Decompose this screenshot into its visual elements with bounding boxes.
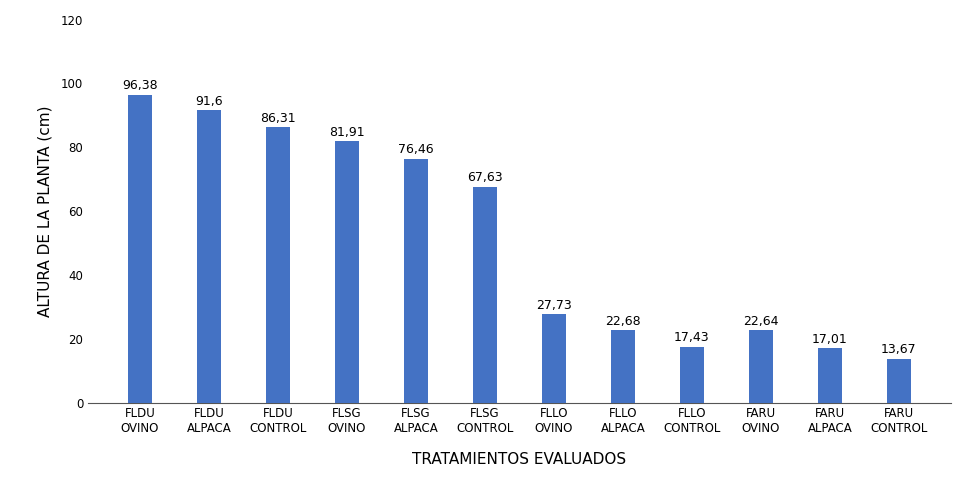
Text: 67,63: 67,63 — [467, 171, 503, 184]
Bar — [127, 95, 152, 403]
Text: 22,68: 22,68 — [605, 315, 641, 327]
Text: 81,91: 81,91 — [329, 126, 365, 138]
Bar — [611, 330, 635, 403]
Text: 76,46: 76,46 — [398, 143, 434, 156]
Bar — [404, 159, 428, 403]
X-axis label: TRATAMIENTOS EVALUADOS: TRATAMIENTOS EVALUADOS — [413, 452, 626, 467]
Y-axis label: ALTURA DE LA PLANTA (cm): ALTURA DE LA PLANTA (cm) — [37, 106, 53, 317]
Bar — [266, 127, 290, 403]
Bar — [542, 314, 566, 403]
Bar — [197, 110, 221, 403]
Bar — [472, 187, 497, 403]
Text: 17,43: 17,43 — [674, 331, 710, 345]
Text: 96,38: 96,38 — [122, 80, 158, 92]
Bar — [680, 347, 704, 403]
Text: 86,31: 86,31 — [260, 111, 296, 125]
Text: 13,67: 13,67 — [881, 343, 916, 356]
Text: 22,64: 22,64 — [743, 315, 779, 328]
Text: 91,6: 91,6 — [195, 95, 222, 108]
Bar — [817, 348, 842, 403]
Bar — [887, 359, 911, 403]
Bar — [749, 330, 773, 403]
Bar — [335, 141, 359, 403]
Text: 27,73: 27,73 — [536, 299, 571, 312]
Text: 17,01: 17,01 — [812, 333, 848, 346]
